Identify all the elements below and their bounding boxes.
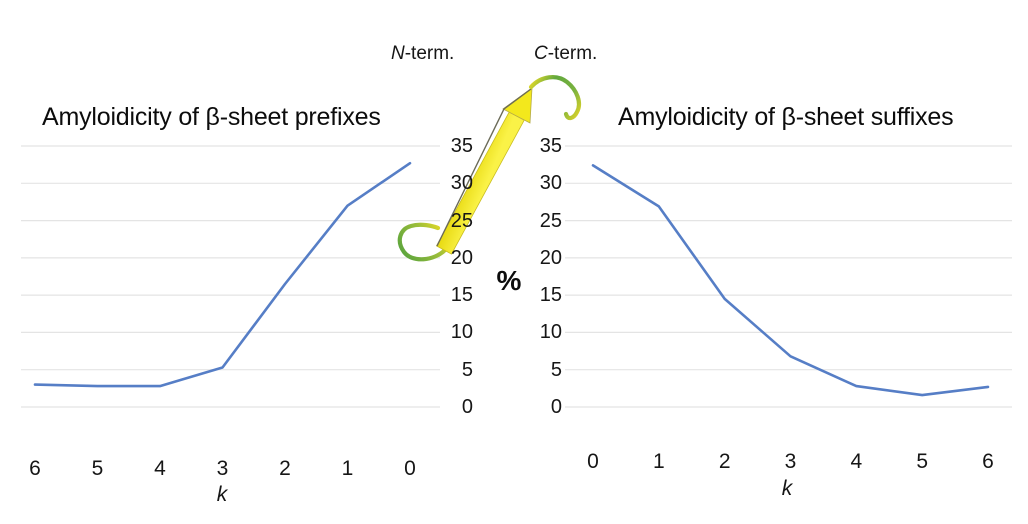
n-term-rest: -term. — [404, 43, 455, 64]
right-chart-title: Amyloidicity of β-sheet suffixes — [618, 103, 954, 131]
x-tick-label: 4 — [154, 457, 166, 480]
y-tick-label: 10 — [539, 321, 562, 344]
n-term-italic-letter: N — [391, 43, 405, 64]
x-tick-label: 5 — [916, 450, 928, 473]
c-term-coil — [528, 75, 582, 121]
c-term-rest: -term. — [547, 43, 598, 64]
y-tick-label: 15 — [539, 284, 562, 307]
y-tick-label: 5 — [461, 358, 473, 381]
y-tick-label: 5 — [550, 358, 562, 381]
y-tick-label: 15 — [450, 284, 473, 307]
n-term-label: N-term. — [391, 43, 454, 65]
y-tick-label: 35 — [539, 135, 562, 157]
x-tick-label: 1 — [652, 450, 665, 473]
left-chart-gridlines — [21, 145, 440, 408]
c-term-italic-letter: C — [534, 43, 548, 64]
x-tick-label: 4 — [850, 450, 863, 473]
percent-axis-label: % — [496, 265, 522, 296]
y-tick-label: 0 — [550, 396, 562, 418]
y-tick-label: 25 — [539, 209, 562, 232]
y-tick-label: 0 — [461, 396, 473, 418]
x-tick-label: 3 — [216, 457, 229, 480]
y-tick-label: 30 — [450, 172, 473, 195]
right-chart-gridlines — [565, 145, 1012, 408]
y-tick-label: 30 — [539, 172, 562, 195]
y-tick-label: 20 — [450, 246, 473, 269]
beta-strand-arrow — [397, 75, 582, 262]
left-chart-title: Amyloidicity of β-sheet prefixes — [42, 103, 381, 131]
x-tick-label: 5 — [91, 457, 104, 480]
suffix-series-line — [591, 164, 990, 397]
x-tick-label: 6 — [29, 457, 41, 480]
x-tick-label: 6 — [982, 450, 994, 473]
x-tick-label: 2 — [718, 450, 731, 473]
x-tick-label: 1 — [341, 457, 354, 480]
y-tick-label: 35 — [450, 135, 473, 157]
x-tick-label: 0 — [404, 457, 416, 480]
arrow-edge-shadow — [436, 88, 532, 247]
x-tick-label: 3 — [784, 450, 797, 473]
x-tick-label: 0 — [587, 450, 599, 473]
y-tick-label: 10 — [450, 321, 473, 344]
n-term-coil — [397, 222, 448, 262]
y-tick-label: 25 — [450, 209, 473, 232]
y-tick-label: 20 — [539, 246, 562, 269]
prefix-series-line — [33, 161, 412, 388]
c-term-label: C-term. — [534, 43, 597, 65]
right-x-axis-title: k — [781, 477, 793, 500]
left-x-axis-title: k — [216, 483, 228, 506]
x-tick-label: 2 — [279, 457, 291, 480]
